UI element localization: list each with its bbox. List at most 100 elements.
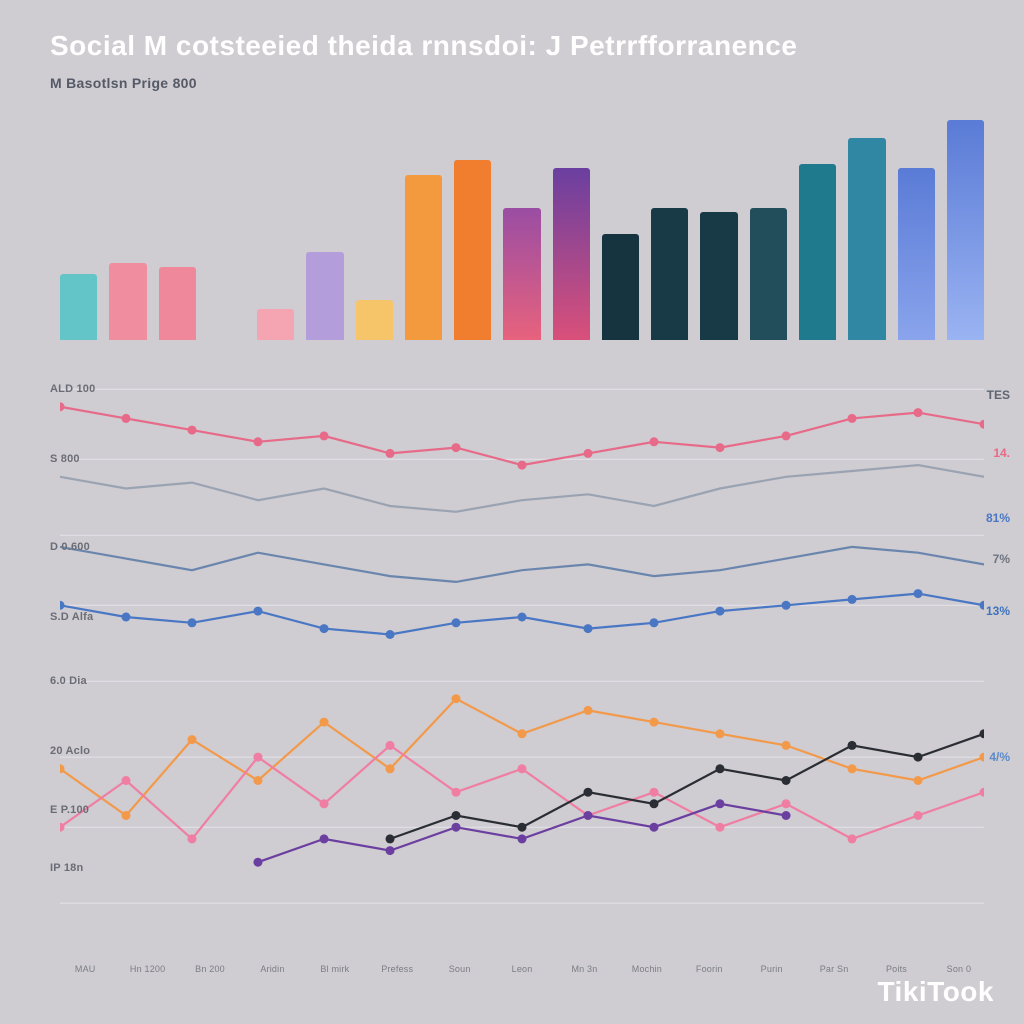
series-line (258, 804, 786, 862)
bar (799, 164, 836, 340)
series-marker (386, 630, 395, 639)
x-axis-tick-label: MAU (60, 964, 110, 974)
series-marker (386, 846, 395, 855)
series-marker (386, 834, 395, 843)
x-axis-tick-label: Leon (497, 964, 547, 974)
series-marker (715, 729, 724, 738)
series-marker (583, 706, 592, 715)
x-axis-tick-label: Purin (746, 964, 796, 974)
series-marker (782, 431, 791, 440)
series-marker (386, 741, 395, 750)
x-axis-tick-label: Hn 1200 (122, 964, 172, 974)
page-subtitle: M Basotlsn Prige 800 (50, 75, 197, 91)
series-marker (715, 799, 724, 808)
series-line (60, 547, 984, 582)
series-marker (320, 624, 329, 633)
bar (750, 208, 787, 340)
series-marker (253, 607, 262, 616)
series-marker (649, 799, 658, 808)
series-marker (979, 729, 984, 738)
x-axis-tick-label: Aridin (247, 964, 297, 974)
series-end-label: 13% (986, 604, 1010, 618)
series-marker (320, 799, 329, 808)
line-chart-x-axis: MAUHn 1200Bn 200AridinBl mirkPrefessSoun… (60, 964, 984, 974)
series-marker (451, 788, 460, 797)
series-marker (187, 735, 196, 744)
series-marker (913, 753, 922, 762)
series-end-label: 14. (993, 446, 1010, 460)
series-marker (715, 607, 724, 616)
x-axis-tick-label: Mn 3n (559, 964, 609, 974)
series-marker (121, 776, 130, 785)
series-marker (253, 753, 262, 762)
series-marker (979, 788, 984, 797)
page-title: Social M cotsteeied theida rnnsdoi: J Pe… (50, 30, 797, 62)
series-marker (253, 858, 262, 867)
series-marker (451, 811, 460, 820)
series-end-label: TES (987, 388, 1010, 402)
series-marker (913, 776, 922, 785)
series-marker (583, 788, 592, 797)
series-marker (848, 834, 857, 843)
bar (109, 263, 146, 340)
bar (848, 138, 885, 340)
y-axis-tick-label: S.D Alfa (50, 611, 93, 623)
series-marker (715, 443, 724, 452)
x-axis-tick-label: Bl mirk (310, 964, 360, 974)
x-axis-tick-label: Prefess (372, 964, 422, 974)
bar (159, 267, 196, 340)
series-end-label: 7% (993, 552, 1010, 566)
bar (356, 300, 393, 340)
bar (208, 314, 245, 340)
bar (405, 175, 442, 340)
series-marker (715, 823, 724, 832)
bar (306, 252, 343, 340)
series-marker (253, 437, 262, 446)
series-marker (979, 601, 984, 610)
series-marker (121, 811, 130, 820)
y-axis-tick-label: 20 Aclo (50, 745, 90, 757)
series-marker (451, 618, 460, 627)
series-marker (848, 741, 857, 750)
series-marker (517, 613, 526, 622)
line-series-blue-mid-a (60, 547, 984, 582)
series-marker (187, 426, 196, 435)
series-marker (517, 764, 526, 773)
series-marker (979, 753, 984, 762)
series-line (60, 407, 984, 465)
series-marker (848, 414, 857, 423)
series-marker (187, 834, 196, 843)
series-marker (451, 694, 460, 703)
y-axis-tick-label: S 800 (50, 453, 80, 465)
series-marker (451, 443, 460, 452)
series-marker (782, 799, 791, 808)
series-marker (320, 431, 329, 440)
y-axis-tick-label: ALD 100 (50, 383, 95, 395)
series-marker (782, 776, 791, 785)
series-marker (121, 613, 130, 622)
x-axis-tick-label: Son 0 (934, 964, 984, 974)
line-series-steel-upper (60, 465, 984, 512)
y-axis-tick-label: 6.0 Dia (50, 675, 87, 687)
x-axis-tick-label: Foorin (684, 964, 734, 974)
series-marker (583, 811, 592, 820)
series-marker (583, 624, 592, 633)
series-marker (517, 823, 526, 832)
line-series-blue-mid-b (60, 589, 984, 639)
bar (602, 234, 639, 340)
series-marker (517, 461, 526, 470)
series-marker (253, 776, 262, 785)
x-axis-tick-label: Bn 200 (185, 964, 235, 974)
series-marker (848, 764, 857, 773)
x-axis-tick-label: Mochin (622, 964, 672, 974)
series-marker (320, 834, 329, 843)
series-marker (386, 449, 395, 458)
series-marker (782, 741, 791, 750)
series-end-label: 81% (986, 511, 1010, 525)
series-marker (913, 589, 922, 598)
series-marker (649, 718, 658, 727)
series-marker (649, 618, 658, 627)
series-marker (320, 718, 329, 727)
bar (947, 120, 984, 340)
line-series-purple-lower (253, 799, 790, 866)
